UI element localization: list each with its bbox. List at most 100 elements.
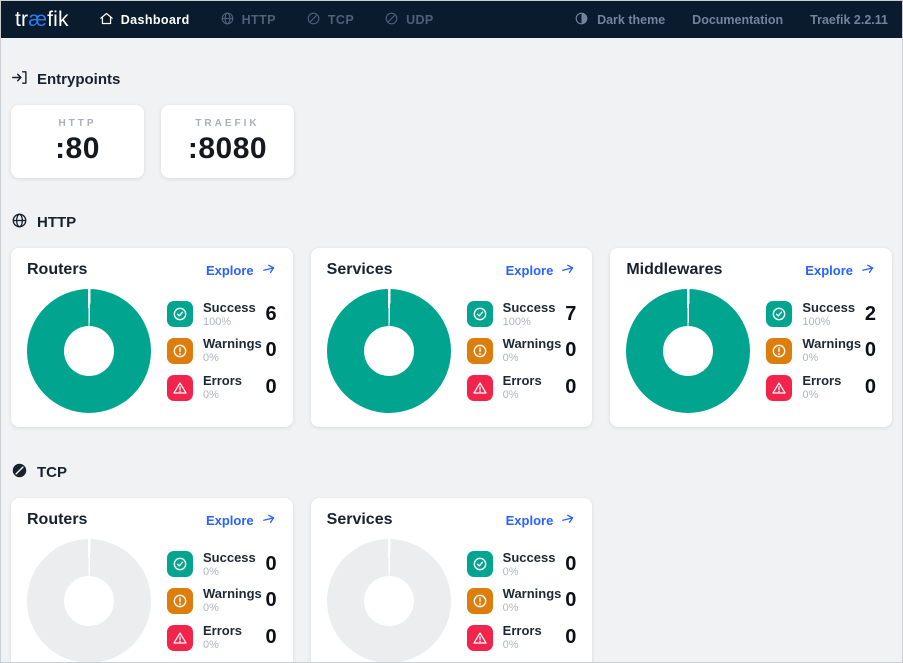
stat-label: Warnings [502,586,562,602]
stat-label: Warnings [203,586,262,602]
card-title: Middlewares [626,261,723,278]
stat-percent: 0% [502,638,519,651]
contrast-icon [574,11,589,29]
arrow-right-icon [560,511,576,530]
arrow-right-icon [860,261,876,280]
documentation-link[interactable]: Documentation [692,13,783,27]
login-arrow-icon [11,69,28,90]
explore-link[interactable]: Explore [206,511,277,530]
stat-warnings: Warnings 0% 0 [466,586,576,615]
nav-item-label: TCP [327,12,355,27]
donut-chart [27,289,151,413]
version-link[interactable]: Traefik 2.2.11 [810,13,888,27]
exclamation-circle-icon [167,587,193,614]
stat-label: Errors [203,622,243,638]
section-title-text: Entrypoints [37,71,121,88]
stat-value: 0 [565,339,577,362]
nav-item-dashboard[interactable]: Dashboard [99,11,190,29]
explore-link[interactable]: Explore [506,261,577,280]
nav-item-udp[interactable]: UDP [384,11,434,29]
logo-text: tr [15,7,29,31]
tcp-cards: Routers Explore Success 0% 0 [11,498,892,662]
stat-value: 0 [265,552,277,575]
stat-value: 2 [864,302,876,325]
stat-warnings: Warnings 0% 0 [167,586,277,615]
explore-label: Explore [505,262,554,278]
nav-item-label: HTTP [241,12,276,27]
explore-label: Explore [205,262,254,278]
donut-chart [326,539,451,662]
stat-errors: Errors 0% 0 [466,373,577,402]
exclamation-circle-icon [466,337,493,364]
stat-label: Success [502,299,556,315]
stat-errors: Errors 0% 0 [466,623,576,652]
donut-chart [626,289,751,413]
stat-percent: 0% [203,602,219,615]
stat-value: 0 [565,552,577,575]
exclamation-circle-icon [466,587,493,614]
http-middlewares-card: Middlewares Explore Success 100% 2 [610,248,892,427]
stat-success: Success 0% 0 [466,550,577,579]
explore-link[interactable]: Explore [206,261,277,280]
stats-list: Success 0% 0 Warnings 0% 0 Errors 0% 0 [466,550,577,652]
stat-percent: 0% [203,565,219,578]
entrypoint-port: :8080 [187,131,268,165]
stats-list: Success 100% 7 Warnings 0% 0 Errors 0% 0 [466,299,577,402]
stat-errors: Errors 0% 0 [766,372,876,402]
entrypoint-protocol: TRAEFIK [195,117,260,129]
stat-label: Success [802,299,856,315]
stat-label: Errors [802,372,842,388]
entrypoint-protocol: HTTP [58,117,97,129]
card-title: Services [326,511,393,528]
dark-theme-label: Dark theme [597,12,666,27]
stat-label: Success [203,299,256,315]
check-circle-icon [167,551,193,578]
dashboard-content: Entrypoints HTTP :80 TRAEFIK :8080 HTTP [1,69,902,662]
navbar-right: Dark theme Documentation Traefik 2.2.11 [574,11,888,29]
stat-value: 6 [265,302,277,325]
arrow-right-icon [560,261,576,280]
home-icon [99,11,114,29]
arrow-right-icon [261,261,277,280]
explore-label: Explore [205,512,254,528]
documentation-label: Documentation [692,12,784,27]
explore-link[interactable]: Explore [805,261,876,280]
stat-label: Warnings [502,336,562,352]
stat-percent: 0% [203,638,219,651]
nav-item-http[interactable]: HTTP [220,11,276,29]
donut-chart [326,289,451,413]
section-title-text: TCP [37,464,67,481]
explore-link[interactable]: Explore [506,511,577,530]
stat-success: Success 0% 0 [167,549,277,579]
slash-circle-filled-icon [11,462,28,483]
main-nav: Dashboard HTTP TCP UDP [99,11,434,29]
http-section-title: HTTP [11,212,892,233]
stat-percent: 0% [203,388,219,401]
check-circle-icon [766,301,793,328]
stat-percent: 0% [802,352,819,365]
stat-percent: 0% [502,388,519,401]
logo-text-end: fik [47,7,69,31]
http-cards: Routers Explore Success 100% 6 [11,248,892,427]
check-circle-icon [167,301,193,328]
stat-percent: 0% [502,565,519,578]
stat-errors: Errors 0% 0 [167,373,277,402]
entrypoints-section-title: Entrypoints [11,69,892,90]
card-title: Services [326,261,393,278]
exclamation-circle-icon [167,337,193,364]
dark-theme-toggle[interactable]: Dark theme [574,11,665,29]
stat-percent: 0% [203,352,219,365]
stat-errors: Errors 0% 0 [167,622,277,652]
stat-value: 7 [565,302,577,325]
stat-value: 0 [265,339,277,362]
traefik-logo[interactable]: træfik [15,8,69,32]
stat-percent: 0% [502,602,519,615]
tcp-services-card: Services Explore Success 0% 0 [310,498,593,662]
exclamation-circle-icon [766,337,793,364]
stat-warnings: Warnings 0% 0 [167,336,277,365]
nav-item-label: Dashboard [120,12,190,27]
http-routers-card: Routers Explore Success 100% 6 [11,248,293,427]
stat-label: Success [203,549,256,565]
stat-value: 0 [565,376,577,399]
nav-item-tcp[interactable]: TCP [306,11,354,29]
